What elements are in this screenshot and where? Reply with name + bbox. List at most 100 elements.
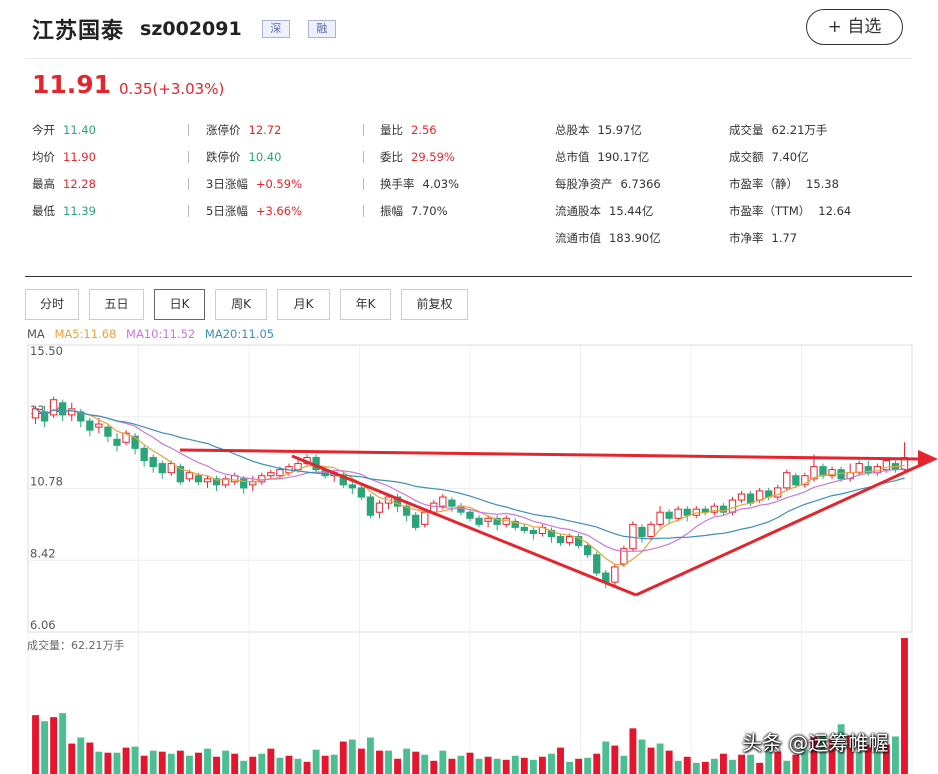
volume-bar xyxy=(41,721,49,774)
stat-value: 190.17亿 xyxy=(597,150,650,164)
volume-bar xyxy=(701,761,709,774)
stat-value: +3.66% xyxy=(255,204,302,218)
add-watchlist-button[interactable]: + 自选 xyxy=(806,9,903,45)
candle-body xyxy=(864,466,872,474)
candle-body xyxy=(140,447,148,462)
candle-body xyxy=(484,517,492,522)
volume-bar xyxy=(792,754,800,774)
candle-body xyxy=(656,511,664,525)
period-tabs: 分时 五日 日K 周K 月K 年K 前复权 xyxy=(25,289,478,320)
candle-body xyxy=(95,423,103,428)
candle-body xyxy=(49,399,58,416)
volume-bar xyxy=(50,717,58,774)
tab-2[interactable]: 日K xyxy=(154,289,205,320)
candle-body xyxy=(466,511,474,519)
ma20-label: MA20:11.05 xyxy=(204,327,275,341)
watermark: 头条 @运筹帷幄 xyxy=(742,731,889,755)
candle-body xyxy=(212,478,221,486)
volume-bar xyxy=(774,751,782,774)
candle-body xyxy=(611,566,619,583)
volume-bar xyxy=(629,728,637,774)
tab-3[interactable]: 周K xyxy=(215,289,267,320)
volume-bar xyxy=(249,756,257,774)
stat-label: 流通股本 xyxy=(555,204,601,218)
tab-1[interactable]: 五日 xyxy=(89,289,144,320)
volume-bar xyxy=(882,744,890,774)
candle-body xyxy=(801,475,809,486)
candle-body xyxy=(448,499,456,507)
candle-body xyxy=(221,478,230,486)
volume-bar xyxy=(439,750,447,774)
stat-row: 跌停价 10.40 xyxy=(206,147,302,174)
stat-row: 5日涨幅 +3.66% xyxy=(206,201,302,228)
stat-row: 涨停价 12.72 xyxy=(206,120,302,147)
volume-bar xyxy=(584,757,592,774)
candle-body xyxy=(86,420,94,431)
volume-bar xyxy=(566,761,574,774)
candle-body xyxy=(755,490,764,501)
tab-6[interactable]: 前复权 xyxy=(401,289,468,320)
candle-body xyxy=(475,517,483,525)
volume-bar xyxy=(665,750,673,774)
stat-label: 今开 xyxy=(32,123,55,137)
tab-4[interactable]: 月K xyxy=(277,289,330,320)
volume-label: 成交量：62.21万手 xyxy=(27,639,125,652)
candle-body xyxy=(828,469,836,477)
stats-separator xyxy=(363,124,364,136)
stats-separator xyxy=(188,205,189,217)
volume-bar xyxy=(738,754,745,774)
candle-body xyxy=(593,554,601,574)
volume-bar xyxy=(339,741,347,774)
candle-body xyxy=(810,466,818,480)
stat-label: 市盈率（静） xyxy=(729,177,798,191)
volume-bar xyxy=(113,752,121,774)
volume-bar xyxy=(267,748,275,774)
volume-bar xyxy=(837,724,845,774)
candle-body xyxy=(638,526,646,538)
tab-5[interactable]: 年K xyxy=(340,289,391,320)
candle-body xyxy=(158,463,166,474)
y-tick-label: 15.50 xyxy=(30,344,63,358)
stat-label: 成交额 xyxy=(729,150,764,164)
candle-body xyxy=(357,487,366,498)
volume-bar xyxy=(430,760,438,774)
volume-bar xyxy=(204,748,211,774)
tab-0[interactable]: 分时 xyxy=(25,289,79,320)
volume-bar xyxy=(149,750,157,774)
candle-body xyxy=(276,469,284,477)
volume-bar xyxy=(502,759,510,774)
candle-body xyxy=(131,435,139,449)
volume-bar xyxy=(158,751,166,774)
candle-body xyxy=(402,505,411,516)
volume-bar xyxy=(95,751,103,774)
volume-bar xyxy=(765,746,773,774)
candle-body xyxy=(556,536,565,544)
volume-bar xyxy=(756,762,764,774)
volume-bar xyxy=(366,737,374,774)
stat-value: 12.72 xyxy=(248,123,282,137)
volume-bar xyxy=(575,758,583,774)
stat-value: 7.40亿 xyxy=(771,150,809,164)
candle-body xyxy=(710,505,719,513)
stat-value: 15.38 xyxy=(806,177,839,191)
stat-row: 最低 11.39 xyxy=(32,201,96,228)
y-tick-label: 8.42 xyxy=(30,546,56,560)
stat-row: 振幅 7.70% xyxy=(380,201,459,228)
ma5-label: MA5:11.68 xyxy=(54,327,117,341)
volume-bar xyxy=(59,713,67,774)
stat-row: 市净率 1.77 xyxy=(729,228,851,255)
candle-body xyxy=(203,478,212,483)
volume-bar xyxy=(321,755,329,774)
volume-bar xyxy=(421,754,429,774)
volume-bar xyxy=(86,742,94,774)
candle-body xyxy=(176,466,185,483)
candle-body xyxy=(104,426,112,437)
stat-value: 11.39 xyxy=(63,204,96,218)
volume-bar xyxy=(801,749,809,774)
volume-bar xyxy=(68,743,76,774)
candle-body xyxy=(240,478,248,489)
volume-bar xyxy=(511,755,519,774)
candle-body xyxy=(366,496,375,516)
stat-row: 每股净资产 6.7366 xyxy=(555,174,661,201)
